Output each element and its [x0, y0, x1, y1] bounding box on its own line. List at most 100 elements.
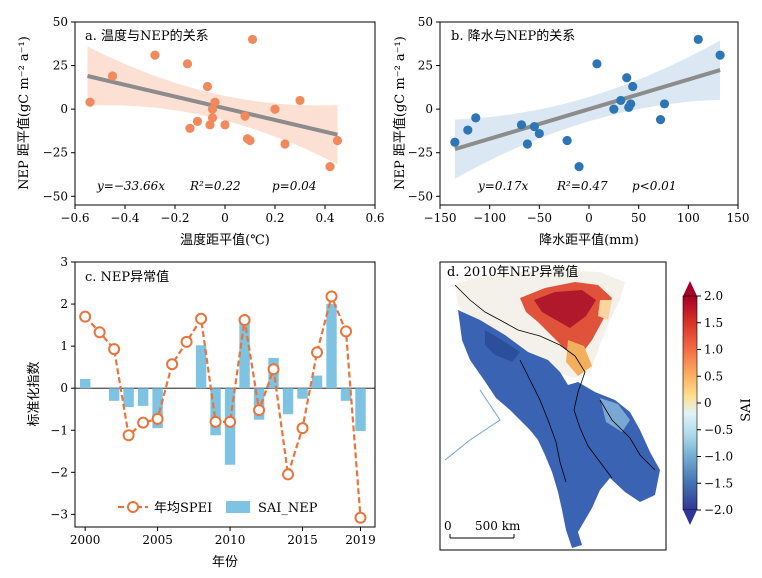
panel-d-title: d. 2010年NEP异常值 — [447, 264, 578, 280]
sai-bar — [340, 388, 352, 401]
sai-bar — [311, 375, 323, 389]
panel-b-points — [450, 34, 725, 172]
colorbar-tick-label: −1.5 — [704, 476, 733, 490]
scatter-point — [626, 99, 636, 109]
spei-point — [238, 314, 251, 327]
x-tick-label: 150 — [727, 211, 750, 225]
panel-b-pvalue: p<0.01 — [632, 179, 676, 193]
sai-bar — [195, 345, 207, 389]
x-tick-label: 0.4 — [315, 211, 334, 225]
scatter-point — [332, 135, 343, 146]
legend-sai-swatch — [226, 501, 250, 513]
scatter-point — [628, 81, 638, 92]
colorbar-tick-label: −1.0 — [704, 450, 733, 464]
legend-spei-marker — [127, 501, 139, 513]
spei-point — [354, 511, 367, 524]
x-tick-label: 0.6 — [365, 211, 384, 225]
spei-point — [108, 343, 121, 356]
panel-a-ticks: −0.6 −0.4 −0.2 0 0.2 0.4 0.6 −50 −25 0 25 50 — [43, 15, 385, 225]
scatter-point — [185, 123, 195, 133]
scatter-point — [522, 139, 533, 149]
panel-b-fit-line — [454, 68, 721, 152]
sai-bar — [326, 304, 337, 389]
spei-point — [340, 325, 353, 338]
x-tick-label: 0 — [221, 211, 229, 225]
colorbar-tick-label: −0.5 — [704, 423, 733, 437]
scatter-point — [616, 95, 626, 106]
panel-b-title: b. 降水与NEP的关系 — [451, 28, 575, 44]
y-tick-label: 3 — [60, 255, 68, 269]
x-tick-label: −50 — [527, 211, 552, 225]
panel-c-bars — [79, 304, 366, 465]
sai-bar — [210, 388, 221, 436]
scatter-point — [450, 137, 460, 147]
x-tick-label: 0.2 — [265, 211, 284, 225]
panel-c-spei-line — [84, 293, 362, 518]
spei-point — [137, 416, 150, 429]
spei-point — [325, 290, 338, 303]
panel-c-ylabel: 标准化指数 — [27, 361, 42, 426]
x-tick-label: 2015 — [287, 533, 318, 547]
y-tick-label: −2 — [50, 465, 68, 479]
panel-a-equation: y=−33.66x — [96, 179, 165, 193]
scatter-point — [529, 121, 539, 132]
scatter-point — [659, 99, 670, 109]
x-tick-label: 100 — [677, 211, 700, 225]
colorbar-ticks: 2.0 1.5 1.0 0.5 0 −0.5 −1.0 −1.5 −2.0 — [697, 289, 733, 517]
map-border-1 — [454, 284, 576, 357]
spei-point — [166, 358, 179, 371]
map-light-patch — [600, 398, 630, 432]
scatter-point — [220, 120, 230, 130]
panel-c-legend: 年均SPEI SAI_NEP — [118, 501, 318, 516]
y-tick-label: 0 — [60, 381, 68, 395]
panel-a-title: a. 温度与NEP的关系 — [85, 28, 209, 44]
sai-bar — [253, 388, 265, 420]
map-scale-bar: 0 500 km — [444, 519, 521, 539]
scatter-point — [471, 113, 481, 123]
y-tick-label: −50 — [43, 189, 68, 203]
x-tick-label: −150 — [424, 211, 457, 225]
sai-bar — [123, 388, 134, 408]
y-tick-label: 1 — [60, 339, 68, 353]
panel-b-r2: R²=0.47 — [556, 179, 608, 193]
legend-spei-label: 年均SPEI — [154, 501, 212, 516]
scatter-point — [280, 139, 290, 149]
y-tick-label: 50 — [53, 15, 68, 29]
map-yellow-patch — [598, 300, 612, 320]
scatter-point — [150, 50, 160, 60]
y-tick-label: 2 — [60, 297, 68, 311]
legend-sai-label: SAI_NEP — [258, 501, 318, 516]
scatter-point — [207, 104, 218, 114]
colorbar-tick-label: 1.0 — [704, 343, 723, 357]
x-tick-label: 50 — [631, 211, 646, 225]
y-tick-label: 0 — [60, 102, 68, 116]
scatter-point — [463, 125, 473, 135]
scatter-point — [622, 73, 632, 83]
y-tick-label: −1 — [50, 423, 68, 437]
scatter-point — [534, 128, 544, 139]
y-tick-label: 25 — [418, 59, 433, 73]
sai-bar — [108, 388, 120, 401]
scatter-point — [245, 135, 255, 146]
scale-zero: 0 — [444, 519, 452, 533]
sai-bar — [297, 388, 308, 399]
y-tick-label: −25 — [43, 146, 68, 160]
spei-point — [282, 468, 295, 481]
spei-point — [180, 335, 193, 348]
scatter-point — [247, 34, 258, 45]
scatter-point — [655, 115, 666, 125]
spei-point — [267, 363, 280, 376]
panel-c-ticks: 2000 2005 2010 2015 2019 −3 −2 −1 0 1 2 3 — [50, 255, 375, 547]
scatter-point — [182, 59, 193, 69]
spei-point — [151, 412, 164, 425]
spei-point — [122, 429, 135, 442]
panel-c-xlabel: 年份 — [212, 555, 238, 570]
scatter-point — [240, 111, 250, 121]
colorbar: 2.0 1.5 1.0 0.5 0 −0.5 −1.0 −1.5 −2.0 SAI — [682, 281, 754, 525]
colorbar-bar — [682, 295, 698, 511]
y-tick-label: −3 — [50, 507, 68, 521]
panel-a-pvalue: p=0.04 — [272, 179, 316, 193]
panel-a-ylabel: NEP 距平值(gC m⁻² a⁻¹) — [16, 36, 32, 190]
sai-bar — [355, 388, 366, 432]
y-tick-label: −50 — [408, 189, 433, 203]
